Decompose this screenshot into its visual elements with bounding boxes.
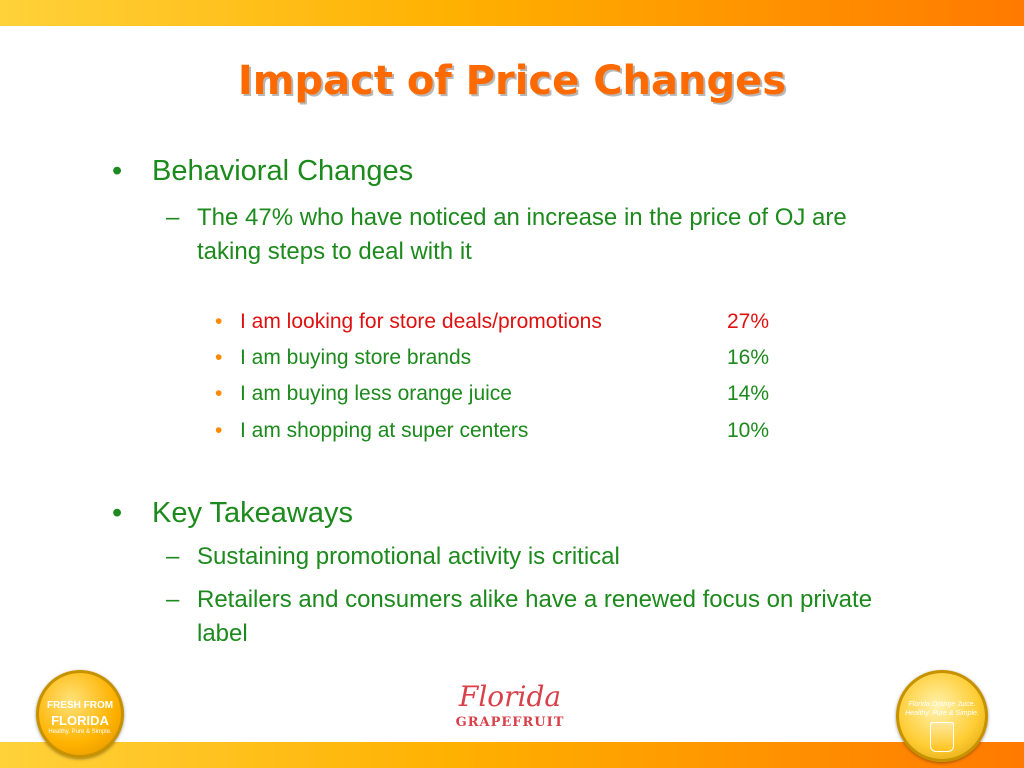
fresh-from-florida-logo: FRESH FROM FLORIDA Healthy. Pure & Simpl…	[36, 670, 124, 758]
item-label: I am looking for store deals/promotions	[240, 310, 602, 333]
top-gradient-bar	[0, 0, 1024, 26]
bullet-icon: •	[112, 155, 123, 187]
item-label: I am buying less orange juice	[240, 382, 512, 405]
juice-glass-icon	[930, 722, 954, 752]
bullet-icon: •	[215, 419, 223, 442]
item-value: 16%	[727, 346, 770, 369]
dash-icon: –	[166, 204, 180, 231]
dash-icon: –	[166, 543, 180, 570]
takeaway-text: Retailers and consumers alike have a ren…	[197, 586, 873, 647]
item-label: I am shopping at super centers	[240, 419, 529, 442]
item-value: 27%	[727, 310, 770, 333]
logo-word-florida: Florida	[458, 680, 562, 713]
behavioral-changes-heading: Behavioral Changes	[152, 155, 414, 187]
logo-tagline: Florida Orange Juice. Healthy. Pure & Si…	[905, 701, 979, 717]
slide-title: Impact of Price Changes	[237, 58, 787, 104]
florida-grapefruit-logo: Florida GRAPEFRUIT	[440, 680, 580, 736]
logo-tagline: Healthy. Pure & Simple.	[48, 729, 112, 735]
logo-line2: FLORIDA	[51, 713, 109, 728]
item-value: 10%	[727, 419, 770, 442]
sub-bullet-text: The 47% who have noticed an increase in …	[197, 204, 847, 265]
item-label: I am buying store brands	[240, 346, 472, 369]
florida-orange-juice-logo: Florida Orange Juice. Healthy. Pure & Si…	[896, 670, 988, 762]
bullet-icon: •	[215, 310, 223, 333]
bullet-icon: •	[215, 382, 223, 405]
key-takeaways-heading: Key Takeaways	[152, 497, 353, 529]
bullet-icon: •	[112, 497, 123, 529]
logo-line1: FRESH FROM	[46, 700, 114, 711]
bullet-icon: •	[215, 346, 223, 369]
dash-icon: –	[166, 586, 180, 613]
bottom-gradient-bar	[0, 742, 1024, 768]
item-value: 14%	[727, 382, 770, 405]
logo-word-grapefruit: GRAPEFRUIT	[455, 715, 565, 730]
takeaway-text: Sustaining promotional activity is criti…	[197, 543, 620, 570]
